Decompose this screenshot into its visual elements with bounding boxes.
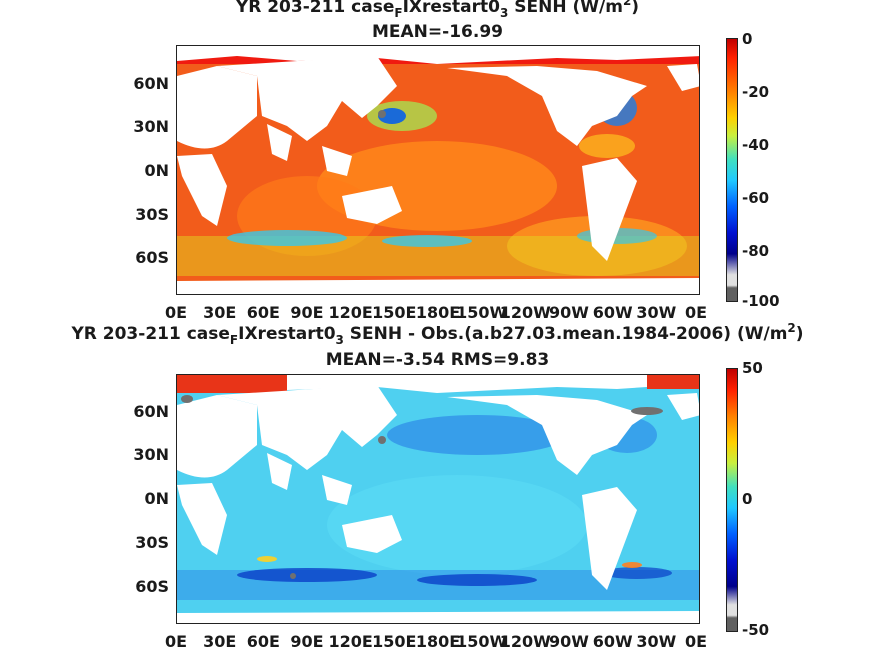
chart1-xtick: 60E bbox=[246, 303, 280, 322]
chart1-xtick: 120W bbox=[499, 303, 551, 322]
chart1-cbtick: -100 bbox=[742, 292, 780, 310]
chart1-cbtick: 0 bbox=[742, 30, 753, 48]
chart1-cbtick: -80 bbox=[742, 242, 770, 260]
chart2-title: YR 203-211 caseFIXrestart03 SENH - Obs.(… bbox=[71, 321, 804, 347]
chart2-ytick: 60N bbox=[133, 402, 169, 421]
chart1-subtitle: MEAN=-16.99 bbox=[372, 22, 503, 42]
chart1-xtick: 90W bbox=[549, 303, 589, 322]
chart1-ytick: 60S bbox=[135, 248, 169, 267]
chart2-xtick: 180E bbox=[415, 632, 461, 651]
chart1-xtick: 150W bbox=[456, 303, 508, 322]
chart1-cbtick: -60 bbox=[742, 189, 770, 207]
chart2-ytick: 30S bbox=[135, 533, 169, 552]
chart2-xtick: 150E bbox=[372, 632, 417, 651]
chart1-map bbox=[176, 45, 700, 295]
chart2-ytick: 0N bbox=[144, 489, 169, 508]
chart1-xtick: 120E bbox=[328, 303, 373, 322]
chart1-xtick: 0E bbox=[164, 303, 188, 322]
chart1-ytick: 30N bbox=[133, 117, 169, 136]
chart2-xtick: 120E bbox=[328, 632, 373, 651]
chart1-xtick: 150E bbox=[372, 303, 417, 322]
chart2-xtick: 60W bbox=[592, 632, 633, 651]
chart2-colorbar bbox=[726, 368, 738, 632]
chart2-xtick: 0E bbox=[684, 632, 708, 651]
chart1-xtick: 0E bbox=[684, 303, 708, 322]
chart2-cbtick: 0 bbox=[742, 490, 753, 508]
chart1-cbtick: -40 bbox=[742, 136, 770, 154]
chart2-cbtick: -50 bbox=[742, 621, 770, 639]
chart1-xtick: 30E bbox=[203, 303, 237, 322]
chart2-xtick: 120W bbox=[499, 632, 551, 651]
chart2-xtick: 60E bbox=[246, 632, 280, 651]
chart2-xtick: 30E bbox=[203, 632, 237, 651]
chart2-map bbox=[176, 374, 700, 624]
chart1-ytick: 0N bbox=[144, 161, 169, 180]
chart1-title: YR 203-211 caseFIXrestart03 SENH (W/m2) bbox=[235, 0, 640, 20]
chart2-subtitle: MEAN=-3.54 RMS=9.83 bbox=[325, 350, 550, 370]
chart2-xtick: 90E bbox=[290, 632, 324, 651]
chart2-ytick: 60S bbox=[135, 577, 169, 596]
chart2-cbtick: 50 bbox=[742, 359, 763, 377]
chart1-cbtick: -20 bbox=[742, 83, 770, 101]
chart2-xtick: 0E bbox=[164, 632, 188, 651]
chart1-xtick: 180E bbox=[415, 303, 461, 322]
chart1-xtick: 60W bbox=[592, 303, 633, 322]
chart1-xtick: 90E bbox=[290, 303, 324, 322]
chart2-xtick: 90W bbox=[549, 632, 589, 651]
chart1-colorbar bbox=[726, 38, 738, 302]
chart1-xtick: 30W bbox=[636, 303, 677, 322]
chart1-ytick: 60N bbox=[133, 74, 169, 93]
chart1-ytick: 30S bbox=[135, 205, 169, 224]
chart2-xtick: 30W bbox=[636, 632, 677, 651]
chart2-ytick: 30N bbox=[133, 445, 169, 464]
chart2-xtick: 150W bbox=[456, 632, 508, 651]
